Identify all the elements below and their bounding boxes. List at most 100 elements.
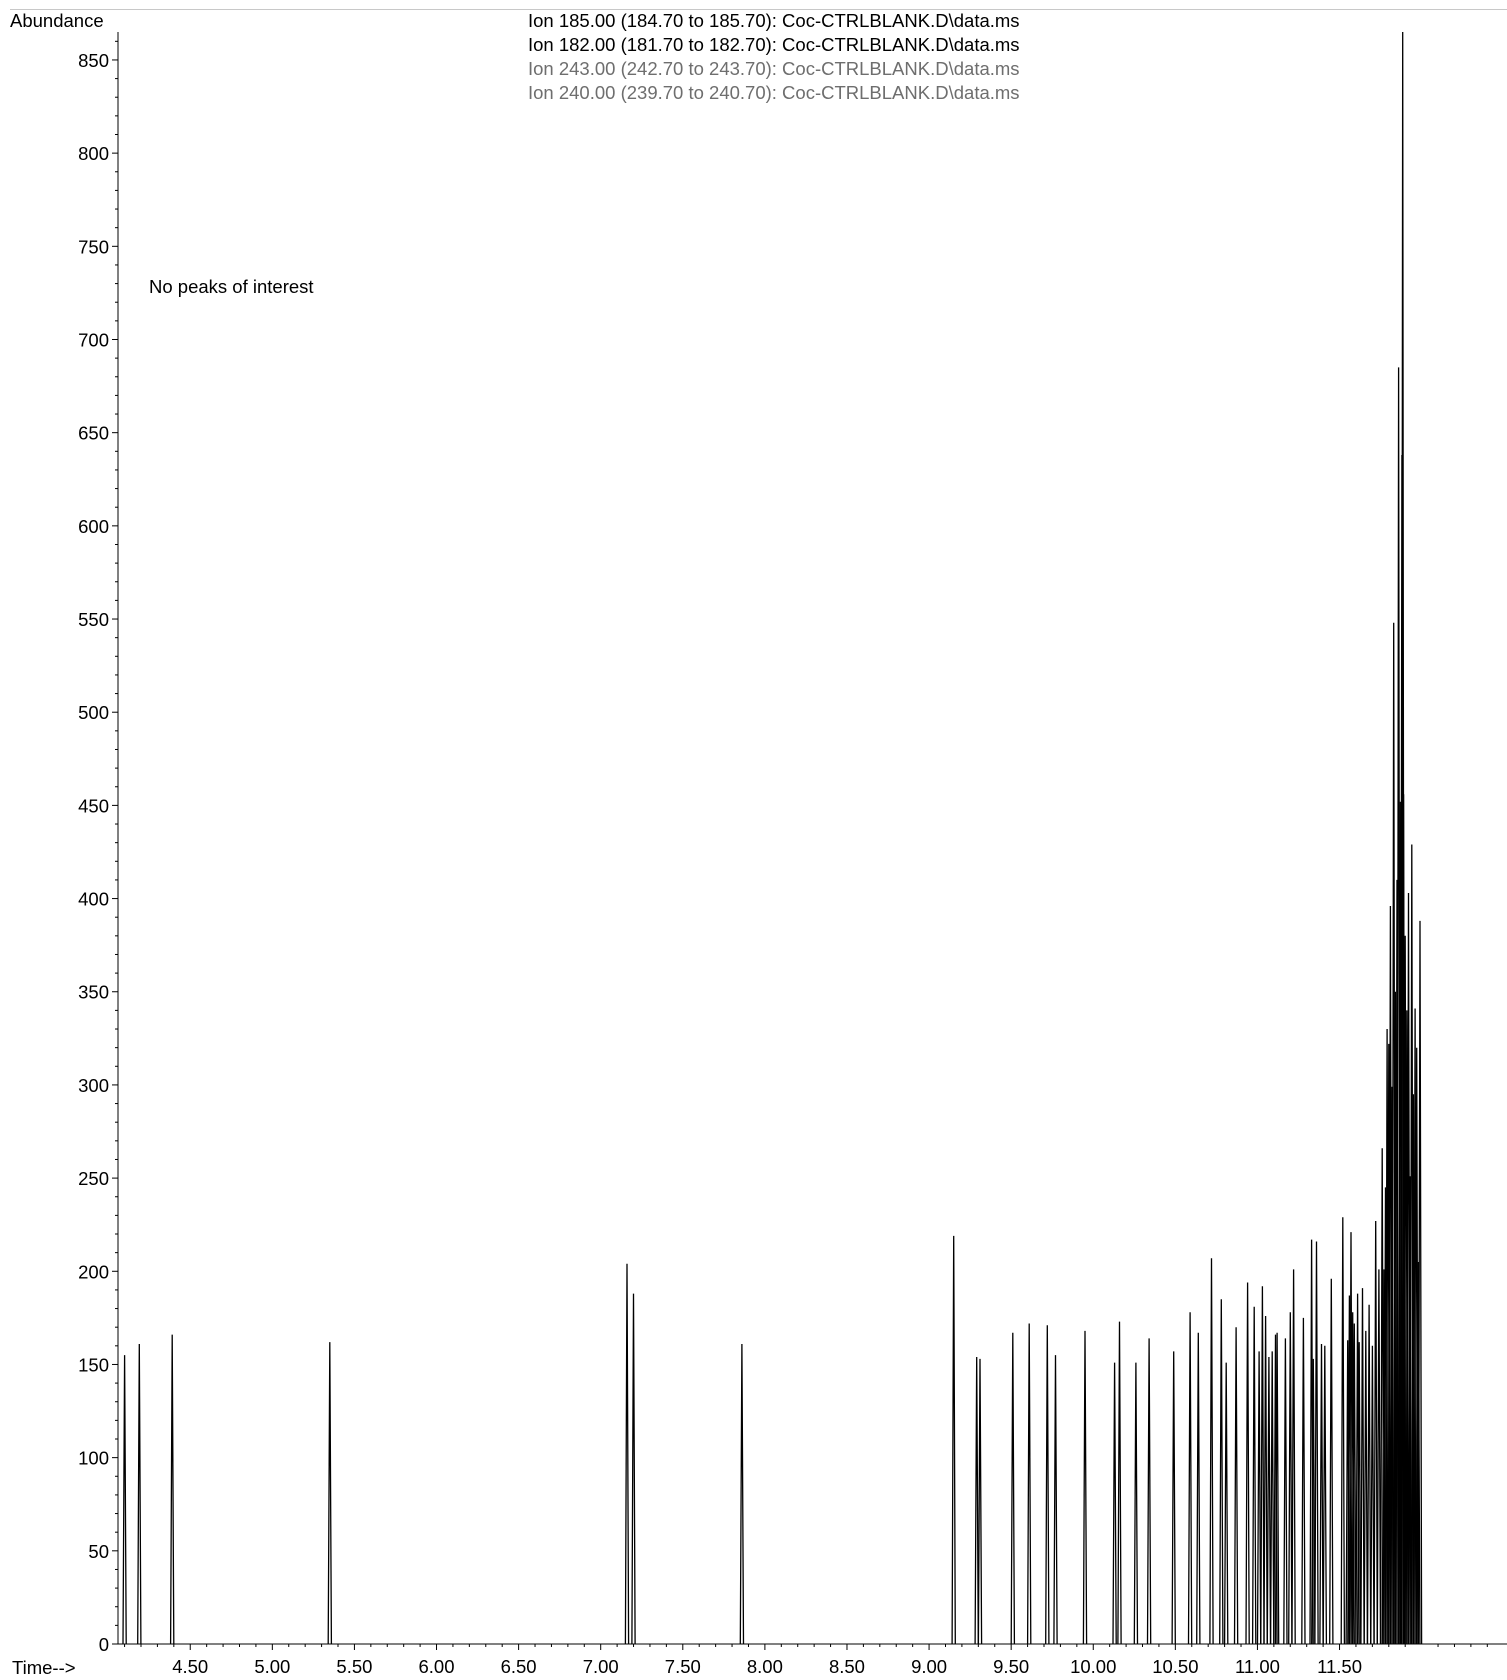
peak [1394, 879, 1400, 1645]
peak [1417, 920, 1423, 1645]
peak [1311, 1358, 1316, 1645]
peak [1340, 1217, 1346, 1645]
x-axis-label: Time--> [12, 1657, 76, 1678]
x-tick-label: 7.00 [583, 1656, 619, 1677]
peak [1356, 1342, 1362, 1645]
y-tick-label: 400 [78, 889, 109, 910]
peak [1288, 1312, 1293, 1645]
peak [1045, 1325, 1050, 1645]
peak [631, 1293, 636, 1645]
peak [1251, 1306, 1257, 1645]
peak [1209, 1258, 1214, 1645]
peak [137, 1343, 142, 1645]
peak [1283, 1338, 1288, 1645]
x-ticks: 4.50 5.00 5.50 6.00 6.50 7.00 7.50 8.00 8.50 9.00… [124, 1644, 1488, 1677]
peak [1370, 1345, 1375, 1645]
peak [739, 1343, 745, 1645]
legend-entry-ion-243: Ion 243.00 (242.70 to 243.70): Coc-CTRLB… [528, 58, 1020, 79]
y-tick-label: 250 [78, 1168, 109, 1189]
peak [951, 1235, 956, 1645]
peak [1260, 1286, 1265, 1645]
peak [1266, 1356, 1272, 1645]
peak [327, 1342, 333, 1645]
peak [1117, 1321, 1122, 1645]
y-tick-label: 800 [78, 143, 109, 164]
x-tick-label: 7.50 [665, 1656, 701, 1677]
peak [977, 1358, 983, 1645]
peak [122, 1355, 127, 1645]
peak [1187, 1312, 1193, 1645]
peak [1360, 1288, 1365, 1645]
legend-entry-ion-240: Ion 240.00 (239.70 to 240.70): Coc-CTRLB… [528, 82, 1020, 103]
y-tick-label: 450 [78, 795, 109, 816]
y-tick-label: 550 [78, 609, 109, 630]
x-tick-label: 6.50 [501, 1656, 537, 1677]
x-tick-label: 5.00 [254, 1656, 290, 1677]
peak [1314, 1241, 1319, 1645]
peak [1291, 1269, 1296, 1645]
peak [1407, 1176, 1413, 1645]
peak [1256, 1351, 1262, 1645]
y-tick-label: 300 [78, 1075, 109, 1096]
axes [117, 32, 1507, 1645]
peak [1383, 1187, 1388, 1645]
legend: Ion 185.00 (184.70 to 185.70): Coc-CTRLB… [528, 10, 1020, 103]
peak [1053, 1355, 1058, 1645]
peak [1389, 1086, 1395, 1645]
peak [1219, 1299, 1224, 1645]
peak [1196, 1332, 1201, 1645]
x-tick-label: 8.00 [747, 1656, 783, 1677]
y-tick-label: 50 [88, 1541, 109, 1562]
y-tick-label: 650 [78, 423, 109, 444]
peak [1112, 1362, 1117, 1645]
peak [1233, 1327, 1239, 1645]
top-border [10, 9, 1507, 10]
y-tick-label: 200 [78, 1261, 109, 1282]
y-tick-label: 0 [99, 1634, 109, 1655]
y-ticks: 0 50 100 150 200 250 300 350 400 450 500 550 600 650 7… [78, 40, 118, 1655]
peak [1373, 1220, 1378, 1645]
y-tick-label: 350 [78, 982, 109, 1003]
x-tick-label: 10.00 [1070, 1656, 1116, 1677]
peak [1146, 1338, 1152, 1645]
peak [1010, 1332, 1016, 1645]
x-tick-label: 6.00 [419, 1656, 455, 1677]
peak [1376, 1269, 1382, 1645]
peak [1274, 1332, 1280, 1645]
peak [1366, 1304, 1372, 1645]
peak [624, 1263, 630, 1645]
legend-entry-ion-182: Ion 182.00 (181.70 to 182.70): Coc-CTRLB… [528, 34, 1020, 55]
y-tick-label: 150 [78, 1354, 109, 1375]
peak [1223, 1362, 1229, 1645]
peak [1352, 1323, 1357, 1645]
x-tick-label: 5.50 [336, 1656, 372, 1677]
peak [1329, 1278, 1334, 1645]
peak [1263, 1315, 1268, 1645]
peak [1363, 1330, 1369, 1645]
peak [1416, 1261, 1421, 1645]
ion-trace [122, 31, 1423, 1645]
peak [1245, 1282, 1250, 1645]
peak [974, 1356, 979, 1645]
peak [1269, 1351, 1275, 1645]
y-axis-label: Abundance [10, 10, 104, 31]
x-tick-label: 10.50 [1152, 1656, 1198, 1677]
y-tick-label: 500 [78, 702, 109, 723]
y-tick-label: 600 [78, 516, 109, 537]
y-tick-label: 750 [78, 236, 109, 257]
peak [1301, 1317, 1306, 1645]
x-tick-label: 11.00 [1235, 1656, 1280, 1677]
x-tick-label: 8.50 [829, 1656, 865, 1677]
legend-entry-ion-185: Ion 185.00 (184.70 to 185.70): Coc-CTRLB… [528, 10, 1020, 31]
peak [1133, 1362, 1139, 1645]
peak [1082, 1330, 1088, 1645]
peak [1171, 1351, 1176, 1645]
y-tick-label: 700 [78, 329, 109, 350]
x-tick-label: 11.50 [1317, 1656, 1362, 1677]
x-tick-label: 9.50 [993, 1656, 1029, 1677]
peak [1026, 1323, 1032, 1645]
x-tick-label: 9.00 [911, 1656, 947, 1677]
peak [1319, 1343, 1324, 1645]
x-tick-label: 4.50 [172, 1656, 208, 1677]
